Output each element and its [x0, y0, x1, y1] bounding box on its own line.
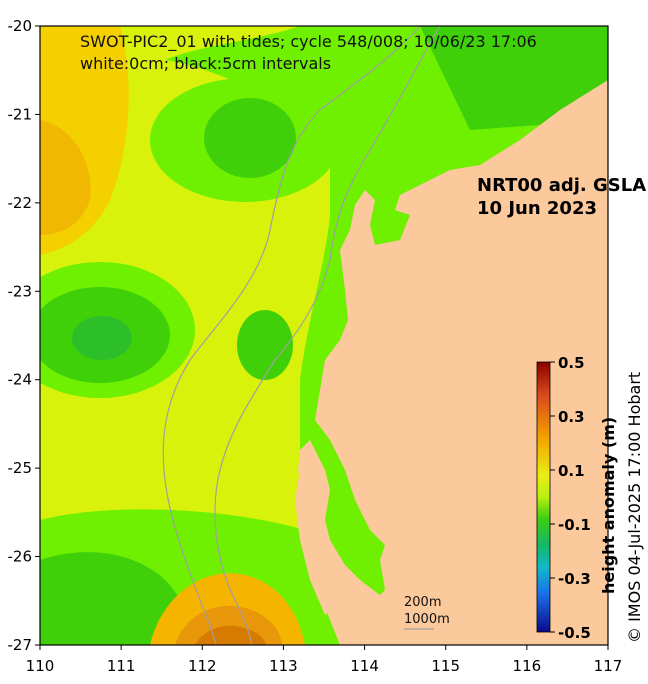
- colorbar-title: height anomaly (m): [599, 417, 618, 594]
- x-tick-label: 115: [431, 657, 460, 675]
- y-tick-label: -25: [8, 459, 33, 477]
- west-orange-lobe: [40, 120, 91, 235]
- y-tick-label: -27: [8, 636, 33, 654]
- x-tick-label: 117: [594, 657, 623, 675]
- northeast-dark-green: [420, 26, 608, 130]
- colorbar: [536, 361, 551, 633]
- x-tick-label: 110: [26, 657, 55, 675]
- southwest-green-core: [40, 552, 180, 645]
- credit-text: © IMOS 04-Jul-2025 17:00 Hobart: [625, 372, 644, 643]
- north-eddy-core: [204, 98, 296, 178]
- colorbar-tick-label: 0.5: [558, 354, 585, 372]
- colorbar-tick-label: -0.5: [558, 624, 591, 642]
- x-tick-label: 116: [513, 657, 542, 675]
- colorbar-tick-label: 0.1: [558, 462, 585, 480]
- colorbar-tick-label: -0.3: [558, 570, 591, 588]
- y-tick-label: -22: [8, 194, 33, 212]
- depth-legend-1000m: 1000m: [404, 612, 450, 627]
- plot-title-line2: white:0cm; black:5cm intervals: [80, 54, 331, 73]
- peron-peninsula: [295, 470, 330, 615]
- central-eddy: [237, 310, 293, 380]
- x-tick-label: 112: [188, 657, 217, 675]
- australia-land: [298, 80, 608, 645]
- x-tick-label: 111: [107, 657, 136, 675]
- product-label-line1: NRT00 adj. GSLA: [477, 175, 646, 196]
- colorbar-tick-label: 0.3: [558, 408, 585, 426]
- plot-frame: [39, 25, 609, 646]
- y-tick-label: -26: [8, 548, 33, 566]
- bathymetry-200m: [214, 26, 441, 645]
- west-eddy-core: [72, 316, 132, 360]
- plot-title-line1: SWOT-PIC2_01 with tides; cycle 548/008; …: [80, 32, 537, 52]
- x-axis-ticks: 110 111 112 113 114 115 116 117: [26, 645, 623, 675]
- y-tick-label: -21: [8, 105, 33, 123]
- map-plot-area: [40, 26, 608, 645]
- y-axis-ticks: -20 -21 -22 -23 -24 -25 -26 -27: [8, 17, 40, 654]
- product-label-line2: 10 Jun 2023: [477, 198, 597, 219]
- y-tick-label: -20: [8, 17, 33, 35]
- y-tick-label: -23: [8, 282, 33, 300]
- colorbar-tick-label: -0.1: [558, 516, 591, 534]
- colorbar-ticks: 0.5 0.3 0.1 -0.1 -0.3 -0.5: [550, 354, 591, 642]
- y-tick-label: -24: [8, 371, 33, 389]
- bathymetry-1000m: [162, 26, 421, 645]
- x-tick-label: 113: [269, 657, 298, 675]
- x-tick-label: 114: [350, 657, 379, 675]
- depth-legend-200m: 200m: [404, 595, 441, 610]
